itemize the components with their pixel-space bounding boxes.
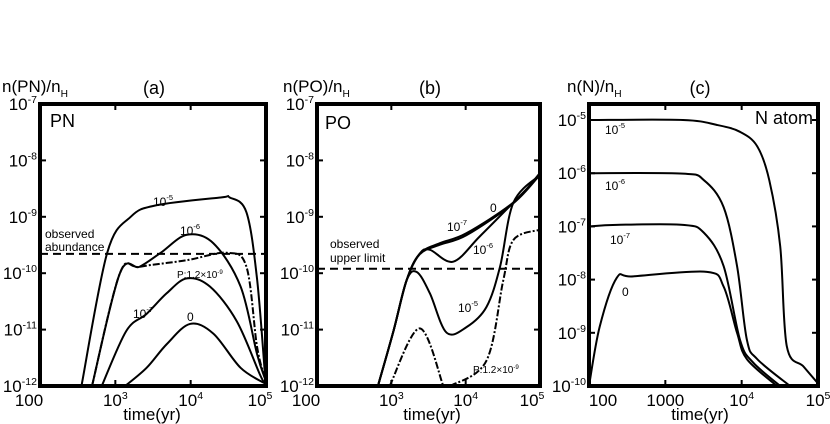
reference-label: abundance xyxy=(45,240,105,254)
y-tick-label: 10-11 xyxy=(281,320,315,340)
series-label: P:1.2×10-9 xyxy=(177,269,223,281)
x-tick-label: 105 xyxy=(806,390,830,410)
reference-label: observed xyxy=(45,227,94,241)
series-line xyxy=(376,172,540,386)
y-tick-label: 10-8 xyxy=(9,150,37,170)
series-label: 10-5 xyxy=(605,121,625,137)
series-line xyxy=(589,118,818,385)
y-axis-label: n(PO)/nH xyxy=(283,77,350,100)
x-tick-label: 100 xyxy=(589,391,617,410)
y-tick-label: 10-8 xyxy=(286,150,314,170)
series-label: 0 xyxy=(622,285,629,299)
panel-title: (a) xyxy=(143,78,165,98)
x-tick-label: 105 xyxy=(520,390,545,410)
reference-label: upper limit xyxy=(330,251,386,265)
series-label: 10-7 xyxy=(447,218,467,234)
series-line xyxy=(124,322,266,386)
x-tick-label: 1000 xyxy=(646,391,684,410)
y-tick-label: 10-10 xyxy=(3,263,37,283)
y-tick-label: 10-12 xyxy=(3,376,37,396)
y-tick-label: 10-5 xyxy=(558,110,586,130)
x-tick-label: 104 xyxy=(729,390,754,410)
x-tick-label: 104 xyxy=(178,390,203,410)
y-axis-label: n(PN)/nH xyxy=(2,77,68,100)
series-line xyxy=(388,327,445,386)
x-tick-label: 105 xyxy=(248,390,273,410)
series-label: 10-5 xyxy=(458,299,478,315)
series-label: 0 xyxy=(490,201,497,215)
x-axis-label: time(yr) xyxy=(403,405,461,424)
series-line xyxy=(376,174,540,386)
y-tick-label: 10-7 xyxy=(558,216,586,236)
x-tick-label: 100 xyxy=(15,391,43,410)
y-tick-label: 10-12 xyxy=(280,376,314,396)
panel-b: (b) n(PO)/nH PO time(yr) 10-7 10-8 10-9 10-10 10… xyxy=(280,77,545,424)
reference-label: observed xyxy=(330,237,379,251)
plot-frame xyxy=(38,102,268,388)
series-label: 10-6 xyxy=(180,222,200,238)
series-line xyxy=(100,277,266,386)
series-label: 10-5 xyxy=(153,193,173,209)
x-tick-label: 100 xyxy=(292,391,320,410)
y-tick-label: 10-10 xyxy=(552,376,586,396)
series-line xyxy=(91,251,266,386)
species-label: N atom xyxy=(755,108,813,128)
panel-title: (b) xyxy=(419,78,441,98)
y-tick-label: 10-9 xyxy=(558,323,586,343)
y-tick-label: 10-7 xyxy=(286,94,314,114)
series-line xyxy=(91,233,266,386)
x-tick-label: 103 xyxy=(103,390,128,410)
series-label: 10-6 xyxy=(605,177,625,193)
y-tick-label: 10-10 xyxy=(280,263,314,283)
species-label: PN xyxy=(50,111,75,131)
y-tick-label: 10-9 xyxy=(286,207,314,227)
x-tick-label: 104 xyxy=(453,390,478,410)
plot-frame xyxy=(587,102,820,388)
x-axis-label: time(yr) xyxy=(671,405,729,424)
species-label: PO xyxy=(325,113,351,133)
series-label: 10-7 xyxy=(610,231,630,247)
x-tick-label: 103 xyxy=(379,390,404,410)
panel-a: (a) n(PN)/nH PN time(yr) 10-7 10-8 10-9 10-10 10… xyxy=(2,77,273,424)
series-line xyxy=(589,172,791,386)
series-line xyxy=(80,195,266,386)
series-line xyxy=(376,173,540,386)
series-label: 10-6 xyxy=(473,241,493,257)
y-axis-label: n(N)/nH xyxy=(567,77,622,100)
y-tick-label: 10-7 xyxy=(9,94,37,114)
series-label: P:1.2×10-9 xyxy=(473,364,519,376)
x-axis-label: time(yr) xyxy=(123,405,181,424)
y-tick-label: 10-6 xyxy=(558,163,586,183)
series-label: 0 xyxy=(187,310,194,324)
y-tick-label: 10-11 xyxy=(4,320,38,340)
panel-c: (c) n(N)/nH N atom time(yr) 10-5 10-6 10-7 10-8… xyxy=(552,77,830,424)
series-label: 10-7 xyxy=(133,305,153,321)
y-tick-label: 10-9 xyxy=(9,207,37,227)
y-tick-label: 10-8 xyxy=(558,270,586,290)
series-line xyxy=(449,228,540,386)
series-line xyxy=(589,223,781,386)
plot-frame xyxy=(315,102,542,388)
panel-title: (c) xyxy=(690,78,711,98)
series-line xyxy=(589,270,778,386)
series-line xyxy=(376,174,540,386)
